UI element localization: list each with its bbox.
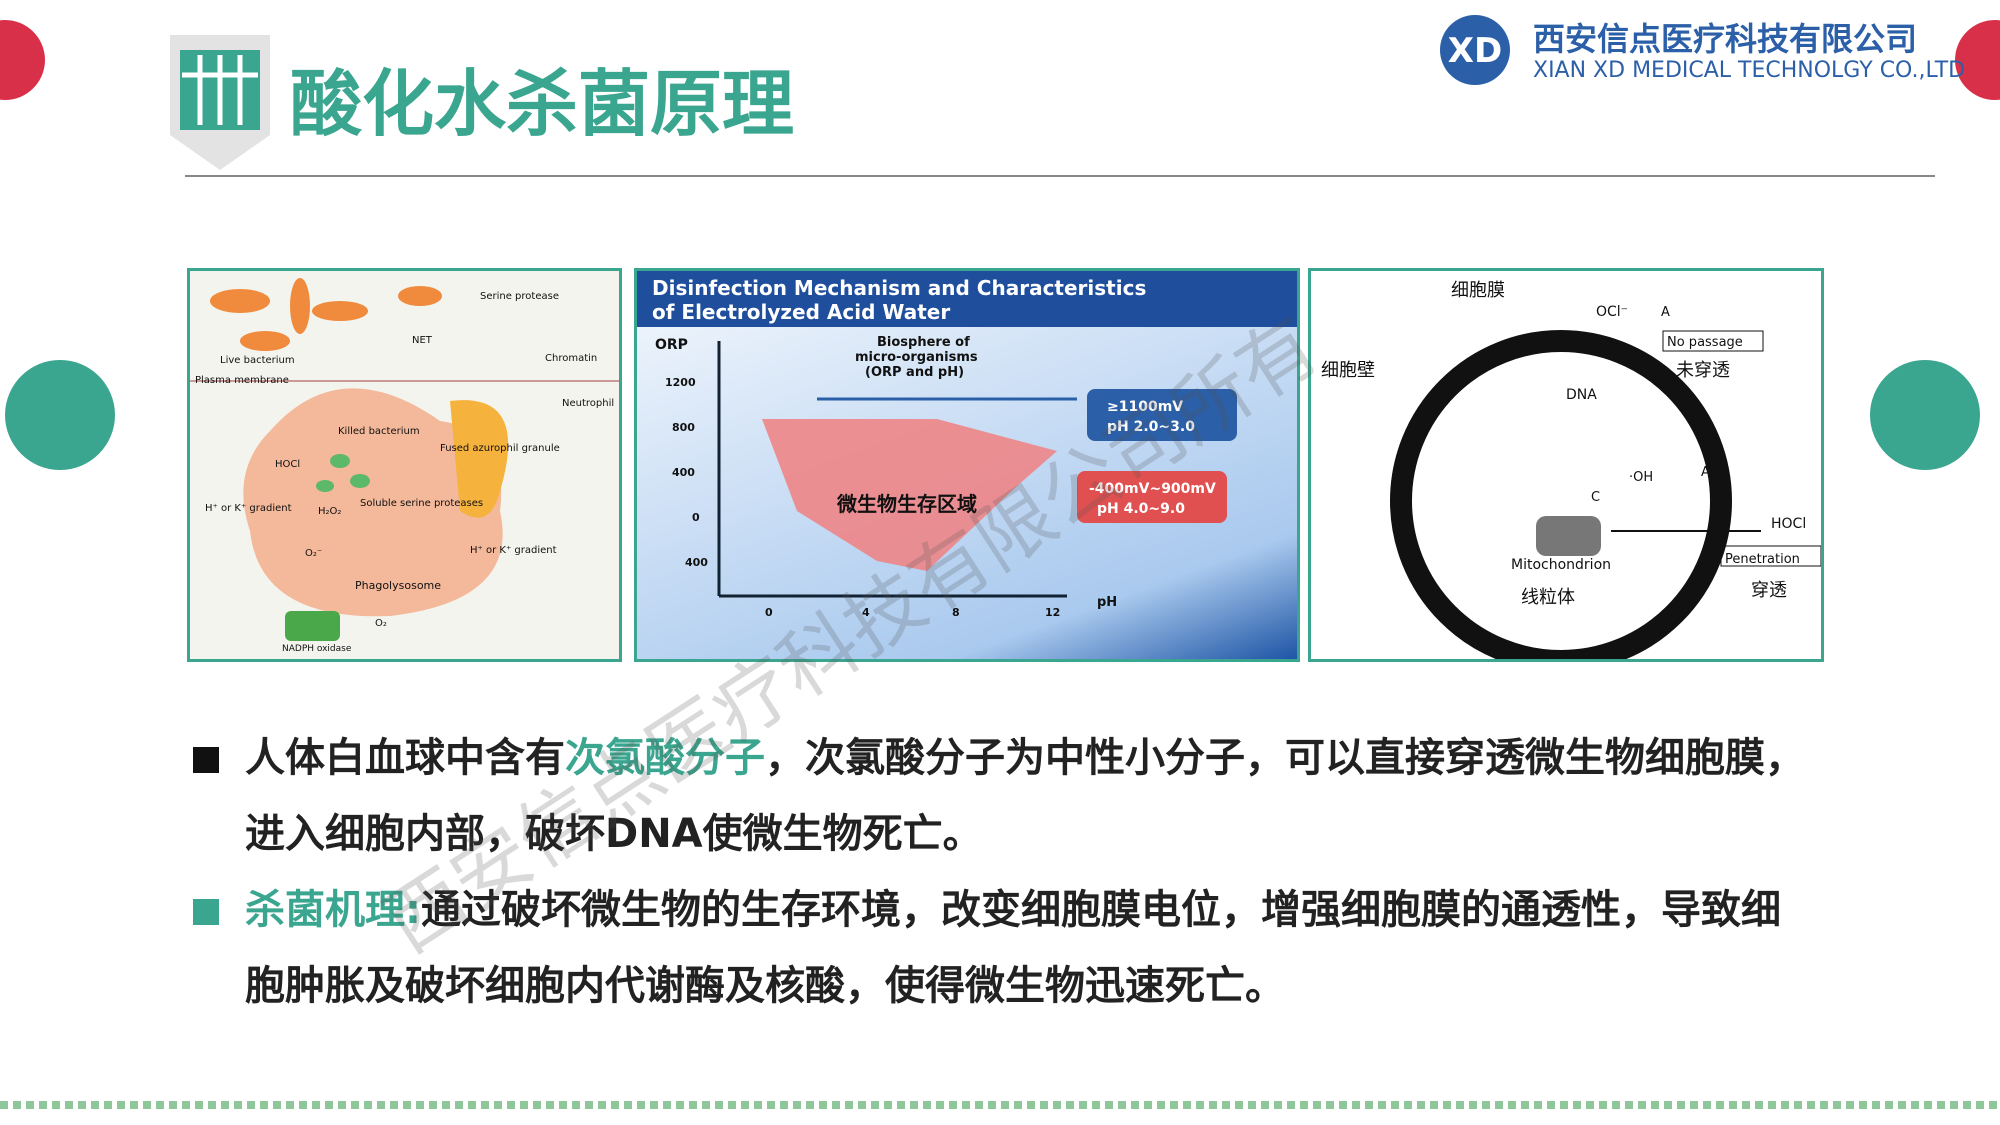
figure-label: NADPH oxidase bbox=[282, 644, 352, 654]
figure-label: Penetration bbox=[1725, 552, 1800, 567]
figure-label: DNA bbox=[1566, 387, 1597, 403]
figure-label: ·OH bbox=[1629, 470, 1653, 485]
figure-label: O₂ bbox=[375, 618, 387, 629]
highlight: 次氯酸分子 bbox=[565, 735, 765, 781]
figure-label: 0 bbox=[692, 511, 700, 524]
figure-label: Phagolysosome bbox=[355, 579, 441, 592]
figure-label: 8 bbox=[952, 606, 960, 619]
figure-label: Chromatin bbox=[545, 353, 597, 364]
figure-label: Live bacterium bbox=[220, 355, 295, 366]
figure-label: HOCl bbox=[275, 459, 300, 470]
figure-label: 穿透 bbox=[1751, 580, 1787, 601]
text: 通过破坏微生物的生存环境，改变细胞膜电位，增强细胞膜的通透性，导致细胞肿胀及破坏… bbox=[245, 887, 1781, 1009]
figure-label: Plasma membrane bbox=[195, 375, 289, 386]
highlight: 杀菌机理: bbox=[245, 887, 421, 933]
figure-label: 800 bbox=[672, 421, 695, 434]
figure-label: Biosphere of bbox=[877, 335, 970, 350]
figure-label: pH 2.0~3.0 bbox=[1107, 419, 1195, 435]
text: 人体白血球中含有 bbox=[245, 735, 565, 781]
figure-phagocyte: Serine protease NET Chromatin Live bacteriu… bbox=[187, 268, 622, 662]
figure-label: 1200 bbox=[665, 376, 696, 389]
figure-label: NET bbox=[412, 335, 433, 346]
figure-label: 400 bbox=[672, 466, 695, 479]
figure-label: pH 4.0~9.0 bbox=[1097, 501, 1185, 517]
figure-label: OCl⁻ bbox=[1596, 304, 1628, 320]
bullet bbox=[193, 747, 219, 773]
figure-label: B bbox=[1711, 543, 1720, 558]
figure-label: 12 bbox=[1045, 606, 1060, 619]
company-cn: 西安信点医疗科技有限公司 bbox=[1533, 20, 1918, 58]
figure-label: Neutrophil bbox=[562, 398, 614, 409]
figure-label: 0 bbox=[765, 606, 773, 619]
figure-label: No passage bbox=[1667, 335, 1743, 350]
figure-label: O₂⁻ bbox=[305, 548, 322, 559]
paragraph: 人体白血球中含有次氯酸分子，次氯酸分子为中性小分子，可以直接穿透微生物细胞膜，进… bbox=[245, 720, 1805, 872]
figure-label: 未穿透 bbox=[1676, 360, 1730, 381]
paragraph: 杀菌机理:通过破坏微生物的生存环境，改变细胞膜电位，增强细胞膜的通透性，导致细胞… bbox=[245, 872, 1805, 1024]
figure-label: H₂O₂ bbox=[318, 506, 341, 517]
figure-label: Fused azurophil granule bbox=[440, 443, 560, 454]
figure-label: Mitochondrion bbox=[1511, 557, 1611, 573]
title: 酸化水杀菌原理 bbox=[290, 62, 795, 146]
bullet bbox=[193, 899, 219, 925]
figure-label: -400mV~900mV bbox=[1089, 481, 1216, 497]
figure-label: Killed bacterium bbox=[338, 426, 420, 437]
figure-label: H⁺ or K⁺ gradient bbox=[470, 545, 557, 556]
figure-label: 4 bbox=[862, 606, 870, 619]
text: ，次氯酸分子为中性小分子，可以直接穿透微生物细胞膜，进入细胞内部，破坏DNA使微… bbox=[245, 735, 1805, 857]
figure-label: H⁺ or K⁺ gradient bbox=[205, 503, 292, 514]
figure-label: (ORP and pH) bbox=[865, 365, 964, 380]
figure-label: 线粒体 bbox=[1521, 587, 1575, 608]
figure-label: pH bbox=[1097, 595, 1117, 610]
figure-cell: 细胞膜细胞壁 OCl⁻ A No passage 未穿透 DNA ·OH C A' HOCl B Pe… bbox=[1308, 268, 1824, 662]
figure-label: C bbox=[1591, 490, 1600, 505]
figure-label: 400 bbox=[685, 556, 708, 569]
company-en: XIAN XD MEDICAL TECHNOLGY CO.,LTD bbox=[1533, 58, 1966, 83]
figure-label: Soluble serine proteases bbox=[360, 498, 483, 509]
figure-label: micro-organisms bbox=[855, 350, 978, 365]
figure-label: A bbox=[1661, 305, 1670, 320]
figure-label: 细胞膜 bbox=[1451, 280, 1505, 301]
figure-label: Disinfection Mechanism and Characteristi… bbox=[652, 276, 1146, 300]
figure-orp-ph: Disinfection Mechanism and Characteristi… bbox=[634, 268, 1300, 662]
figure-label: ≥1100mV bbox=[1107, 399, 1183, 415]
svg-text:XD: XD bbox=[1448, 31, 1502, 71]
figure-label: HOCl bbox=[1771, 516, 1806, 532]
figure-label: 微生物生存区域 bbox=[836, 492, 977, 516]
figure-label: of Electrolyzed Acid Water bbox=[652, 300, 950, 324]
figure-label: ORP bbox=[655, 337, 688, 353]
figure-label: 细胞壁 bbox=[1321, 360, 1375, 381]
figure-label: Serine protease bbox=[480, 291, 559, 302]
figure-label: A' bbox=[1701, 465, 1713, 480]
